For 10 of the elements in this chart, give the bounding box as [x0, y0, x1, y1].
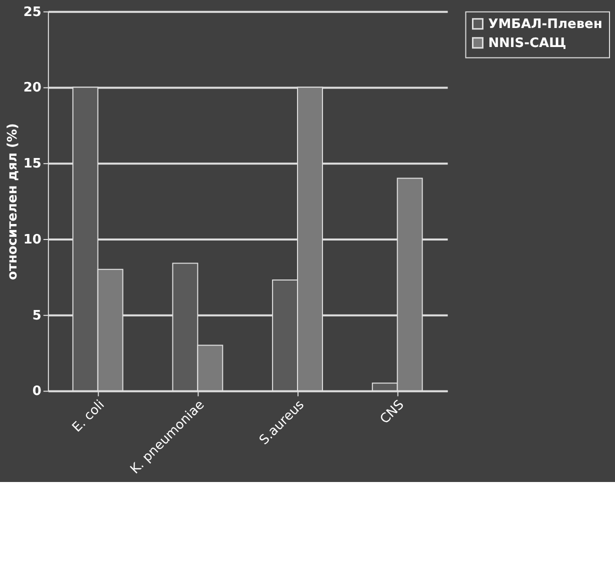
legend-label: NNIS-САЩ	[488, 36, 566, 51]
y-tick-label: 5	[32, 308, 42, 324]
y-tick-label: 0	[32, 384, 42, 400]
y-axis-title: относителен дял (%)	[5, 123, 20, 280]
y-tick-label: 10	[23, 232, 42, 248]
y-tick-label: 20	[23, 80, 42, 96]
x-tick-label: E. coli	[70, 398, 108, 436]
y-tick-label: 15	[23, 156, 42, 172]
y-tick-label: 25	[23, 4, 42, 20]
legend-label: УМБАЛ-Плевен	[488, 16, 602, 32]
